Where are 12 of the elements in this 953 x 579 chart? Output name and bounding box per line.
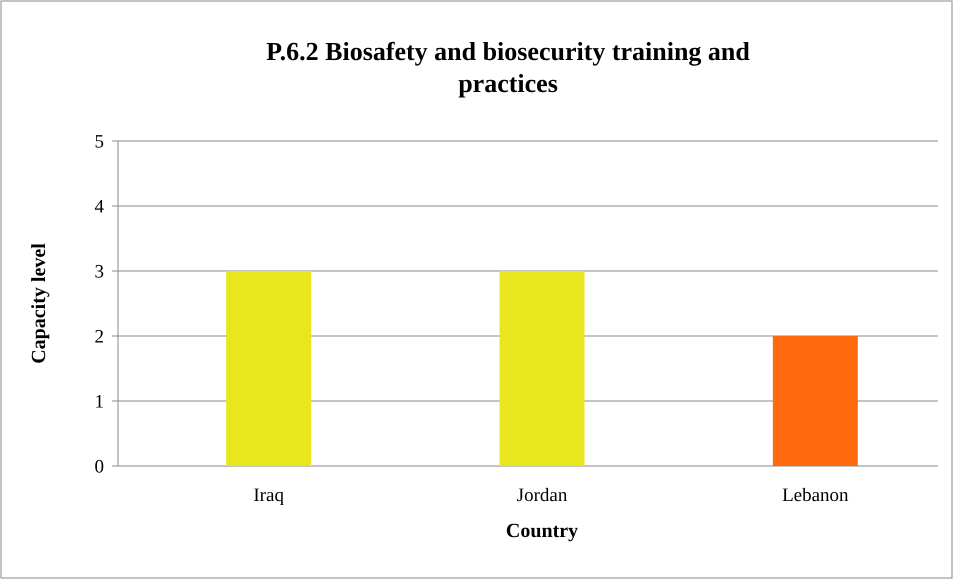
y-tick-label: 3 xyxy=(94,262,104,283)
y-axis-title: Capacity level xyxy=(28,242,50,364)
y-tick-label: 1 xyxy=(94,392,104,413)
y-tick-label: 0 xyxy=(94,456,104,478)
x-tick-label: Iraq xyxy=(253,485,284,506)
y-tick-label: 4 xyxy=(94,196,104,218)
x-tick-label: Jordan xyxy=(516,485,568,506)
y-tick-label: 5 xyxy=(94,132,104,153)
y-tick-label: 2 xyxy=(94,326,104,348)
x-tick-label: Lebanon xyxy=(782,485,850,506)
chart-title: P.6.2 Biosafety and biosecurity training and practices xyxy=(266,37,750,98)
x-axis-title: Country xyxy=(506,520,578,542)
